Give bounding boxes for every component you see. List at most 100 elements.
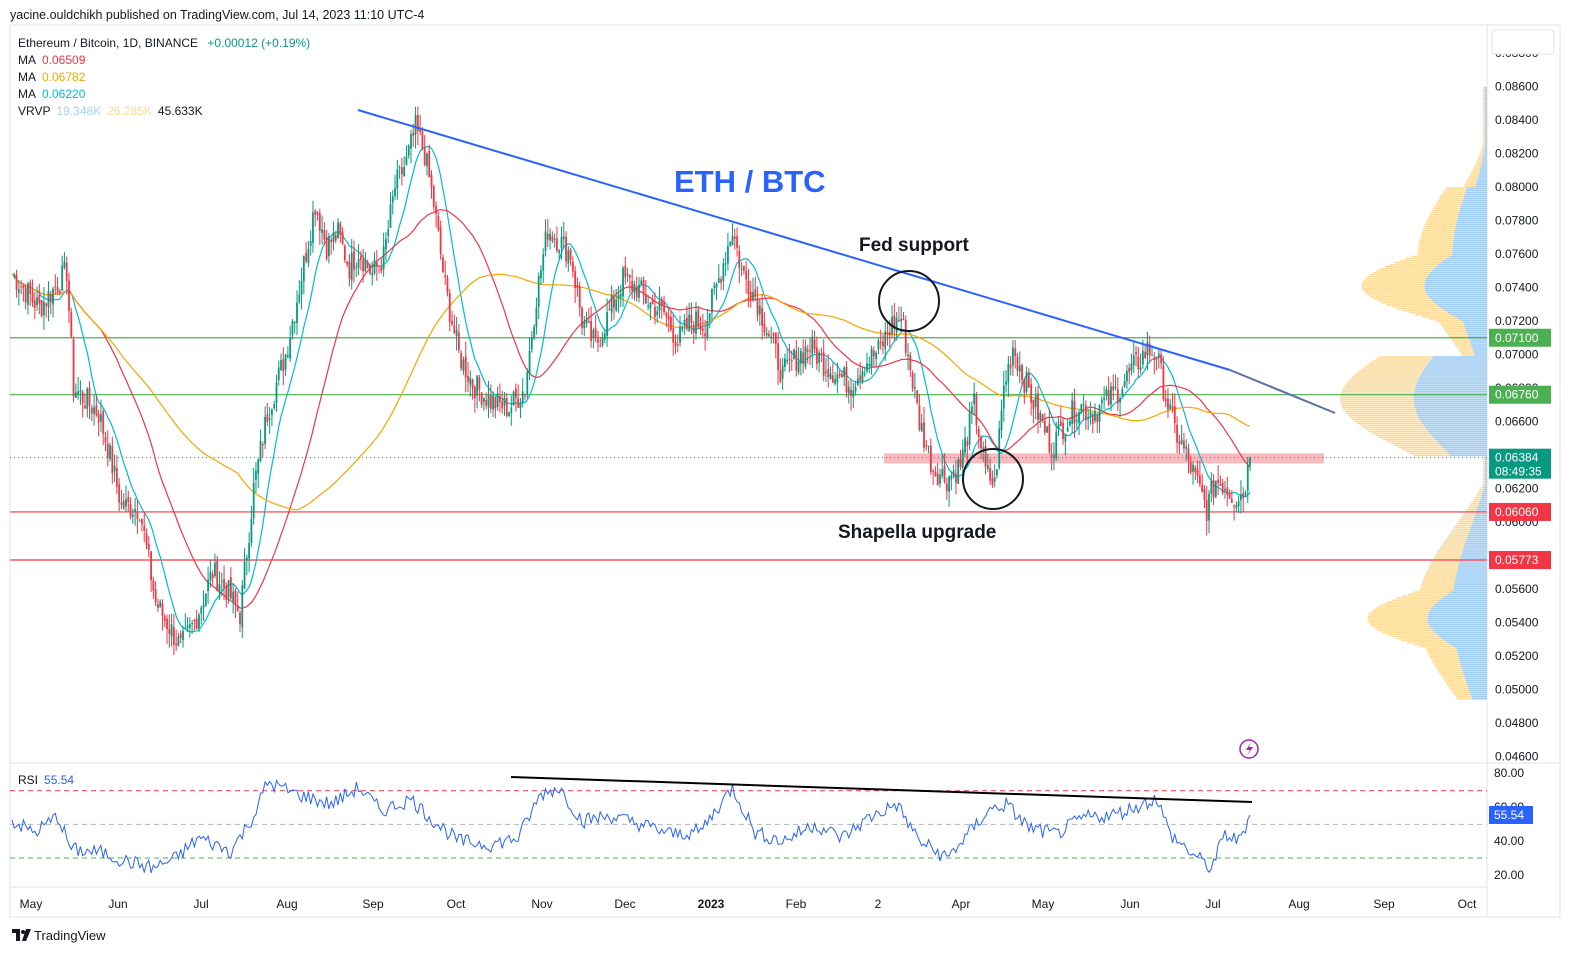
candle-body xyxy=(724,263,727,265)
vrvp-bar-down xyxy=(1342,388,1415,390)
vrvp-bar-down xyxy=(1347,414,1418,417)
vrvp-bar-down xyxy=(1402,595,1445,597)
vrvp-bar-down xyxy=(1473,498,1481,501)
vrvp-bar-up xyxy=(1416,412,1487,415)
candle-body xyxy=(1073,400,1076,424)
horizontal-levels xyxy=(10,337,1487,561)
vrvp-bar-down xyxy=(1456,523,1472,525)
candle-body xyxy=(157,604,159,609)
vrvp-bar-up xyxy=(1454,579,1487,581)
candle-body xyxy=(608,308,611,311)
candle-body xyxy=(1235,504,1238,509)
candle-body xyxy=(357,259,360,269)
candle-body xyxy=(1041,414,1044,421)
candle-body xyxy=(820,354,823,356)
vrvp-bar-down xyxy=(1483,106,1485,109)
time-axis[interactable]: May Jun Jul Aug Sep Oct Nov Dec 2023 Feb 2 Apr May Ju… xyxy=(20,897,1477,911)
vrvp-bar-down xyxy=(1420,587,1454,589)
candle-body xyxy=(448,293,451,322)
vrvp-bar-down xyxy=(1460,352,1474,354)
vrvp-bar-down xyxy=(1391,305,1440,308)
candle-body xyxy=(1183,440,1185,449)
candle-body xyxy=(248,543,251,559)
candle-body xyxy=(957,459,960,484)
candle-body xyxy=(1180,439,1183,444)
candle-body xyxy=(1021,364,1023,380)
candle-body xyxy=(1151,354,1153,356)
vrvp-bar-up xyxy=(1418,416,1487,419)
rsi-divergence-line[interactable] xyxy=(510,776,1253,803)
vrvp-bar-down xyxy=(1372,609,1430,612)
vrvp-bar-down xyxy=(1440,195,1464,197)
candle-body xyxy=(426,153,428,167)
candle-body xyxy=(936,473,939,486)
vrvp-bar-down xyxy=(1483,139,1485,141)
candle-body xyxy=(400,167,403,175)
candle-body xyxy=(416,114,419,132)
alert-icon[interactable] xyxy=(1239,739,1259,759)
candle-body xyxy=(831,375,834,383)
vrvp-bar-up xyxy=(1460,207,1487,210)
candle-body xyxy=(460,353,463,369)
candle-body xyxy=(282,359,285,372)
candle-body xyxy=(177,636,180,646)
price-tick: 0.06600 xyxy=(1495,415,1539,429)
candle-body xyxy=(435,206,437,214)
candle-body xyxy=(843,367,846,377)
candle-body xyxy=(104,437,107,443)
vrvp-bar-down xyxy=(1435,319,1462,322)
candle-body xyxy=(765,333,768,336)
vrvp-bar-up xyxy=(1475,512,1487,515)
vrvp-bar-up xyxy=(1428,295,1487,298)
vrvp-bar-down xyxy=(1456,346,1472,348)
vrvp-bar-up xyxy=(1418,378,1487,380)
descending-trendline[interactable] xyxy=(357,109,1231,371)
fed-support-circle[interactable] xyxy=(878,270,940,332)
time-tick: Apr xyxy=(952,897,971,911)
vrvp-bar-down xyxy=(1408,311,1448,314)
vrvp-bar-down xyxy=(1478,155,1483,157)
shapella-circle[interactable] xyxy=(962,448,1024,510)
vrvp-bar-down xyxy=(1396,637,1442,640)
vrvp-bar-up xyxy=(1472,697,1487,700)
candle-body xyxy=(200,607,203,614)
candle-body xyxy=(761,307,764,326)
legend-ma-3-label: MA xyxy=(18,87,36,101)
vrvp-bar-down xyxy=(1405,450,1447,453)
vrvp-bar-down xyxy=(1354,374,1421,376)
candle-body xyxy=(945,483,948,492)
candle-body xyxy=(74,392,77,398)
candle-body xyxy=(223,578,225,588)
vrvp-bar-up xyxy=(1462,199,1487,201)
vrvp-bar-up xyxy=(1448,452,1487,455)
vrvp-bar-up xyxy=(1485,466,1487,469)
candle-body xyxy=(996,469,998,476)
candle-body xyxy=(1155,357,1158,360)
vrvp-bar-down xyxy=(1378,356,1433,358)
candle-body xyxy=(1078,412,1080,423)
candle-body xyxy=(13,275,16,278)
candle-body xyxy=(29,282,32,295)
candle-body xyxy=(565,236,567,262)
vrvp-bar-down xyxy=(1419,239,1454,242)
candle-body xyxy=(152,580,155,591)
candle-body xyxy=(1032,399,1035,409)
rsi-tick-80: 80.00 xyxy=(1494,766,1524,780)
vrvp-bar-down xyxy=(1431,561,1460,563)
candle-body xyxy=(909,355,912,371)
candle-body xyxy=(1110,386,1112,405)
chart-settings-button[interactable] xyxy=(1491,29,1555,55)
trendline-extension[interactable] xyxy=(1229,369,1336,414)
vrvp-bar-down xyxy=(1455,525,1472,527)
vrvp-bar-up xyxy=(1463,195,1487,197)
vrvp-bar-up xyxy=(1443,259,1487,262)
candle-body xyxy=(1233,505,1235,507)
candle-body xyxy=(893,315,896,330)
candle-body xyxy=(688,314,691,332)
vrvp-bar-up xyxy=(1485,100,1487,103)
vrvp-bar-down xyxy=(1429,565,1459,567)
candle-body xyxy=(255,470,257,480)
vrvp-bar-up xyxy=(1452,245,1487,248)
candle-body xyxy=(145,533,148,545)
